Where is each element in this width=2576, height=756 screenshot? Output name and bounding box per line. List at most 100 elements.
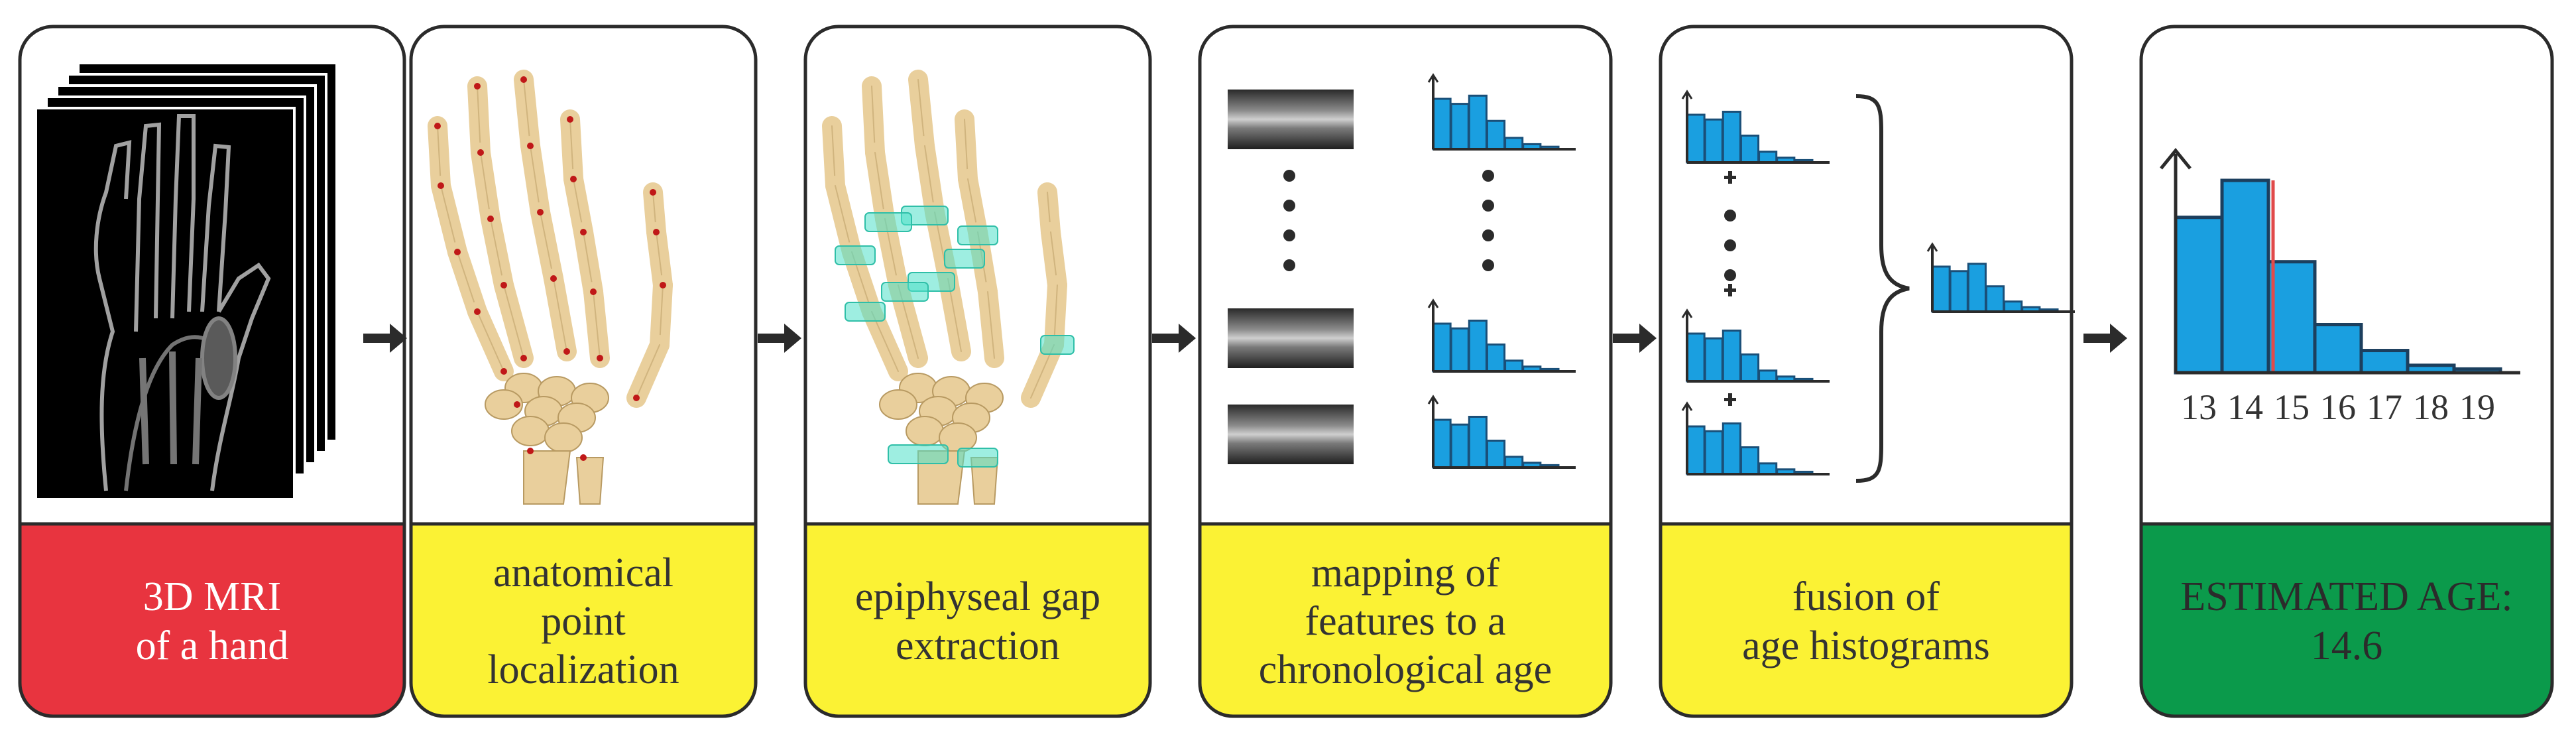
flow-arrows <box>363 324 2127 353</box>
gap-box <box>835 245 876 265</box>
label-fill-extraction <box>805 524 1150 716</box>
landmark-point <box>434 123 441 129</box>
landmark-point <box>633 395 640 401</box>
landmark-point <box>500 368 507 375</box>
landmark-point <box>570 176 577 182</box>
mini-histogram-icon <box>1427 298 1576 373</box>
mri-stack-image <box>34 62 338 501</box>
arrow-5 <box>2083 324 2127 353</box>
landmark-point <box>474 83 481 90</box>
histogram-bar-14 <box>2220 178 2270 375</box>
box-mapping <box>1198 25 1613 718</box>
step-extraction-line-2: extraction <box>896 623 1060 668</box>
step-mapping-line-3: chronological age <box>1258 647 1552 693</box>
gap-patch-2 <box>1228 308 1354 368</box>
plus-signs <box>1724 171 1736 406</box>
gap-box <box>881 282 929 302</box>
box-outlines <box>18 25 2554 718</box>
tick-label-18: 18 <box>2413 387 2449 427</box>
step-label-localization: anatomical point localization <box>411 527 756 716</box>
step-label-mri: 3D MRI of a hand <box>20 527 404 716</box>
step-mapping-line-1: mapping of <box>1311 550 1500 596</box>
hand-skeleton-landmarks-image <box>428 70 673 505</box>
landmark-point <box>537 209 544 216</box>
landmark-point <box>653 229 660 235</box>
landmark-point <box>550 275 557 282</box>
ellipsis-dots-right <box>1482 170 1494 271</box>
landmark-point <box>650 189 656 196</box>
landmark-point <box>454 249 461 255</box>
landmark-point <box>474 308 481 315</box>
landmark-point <box>590 288 597 295</box>
step-mapping-line-2: features to a <box>1305 598 1506 644</box>
tick-label-15: 15 <box>2274 387 2310 427</box>
landmark-point <box>514 401 520 408</box>
mini-histogram-icon <box>1681 308 1830 383</box>
label-fill-mapping <box>1200 524 1611 716</box>
tick-label-17: 17 <box>2367 387 2402 427</box>
landmark-point <box>520 355 527 361</box>
tick-label-19: 19 <box>2459 387 2495 427</box>
step-mri-line-1: 3D MRI <box>143 574 282 620</box>
step-result-line-1: ESTIMATED AGE: <box>2180 574 2513 620</box>
arrow-1 <box>363 324 407 353</box>
label-fill-mri <box>20 524 404 716</box>
step-label-result: ESTIMATED AGE: 14.6 <box>2141 527 2552 716</box>
tick-label-16: 16 <box>2320 387 2356 427</box>
gap-patch-1 <box>1228 90 1354 149</box>
hand-skeleton-gaps-image <box>822 70 1075 505</box>
mri-hand-icon <box>93 114 271 491</box>
landmark-point <box>563 348 570 355</box>
arrow-2 <box>758 324 801 353</box>
y-axis-arrow-icon <box>2160 148 2192 170</box>
mini-histogram-icon <box>1427 73 1576 151</box>
mini-histograms-mapping <box>1427 73 1576 469</box>
step-fusion-line-2: age histograms <box>1742 623 1990 668</box>
step-localization-line-3: localization <box>487 647 679 693</box>
histogram-bar-15 <box>2266 260 2317 375</box>
step-fusion-line-1: fusion of <box>1792 574 1940 620</box>
gap-box <box>957 225 998 245</box>
step-label-fusion: fusion of age histograms <box>1661 527 2072 716</box>
mini-histogram-icon <box>1926 242 2075 313</box>
step-extraction-line-1: epiphyseal gap <box>854 574 1101 620</box>
arrow-4 <box>1613 324 1657 353</box>
gap-box <box>888 444 949 464</box>
gap-box <box>864 212 912 232</box>
mini-histogram-icon <box>1427 395 1576 469</box>
landmark-point <box>580 454 587 461</box>
landmark-point <box>520 76 527 83</box>
box-localization <box>409 25 758 718</box>
ellipsis-dots-fusion <box>1724 210 1736 281</box>
mapping-illustration <box>1228 73 1576 469</box>
landmark-point <box>500 282 507 288</box>
fusion-illustration <box>1681 90 2075 483</box>
tick-label-13: 13 <box>2181 387 2217 427</box>
gap-box <box>957 448 998 468</box>
gap-patch-3 <box>1228 405 1354 464</box>
arrow-3 <box>1152 324 1196 353</box>
step-label-extraction: epiphyseal gap extraction <box>805 527 1150 716</box>
mini-histograms-fusion <box>1681 90 2075 475</box>
ellipsis-dots-left <box>1283 170 1295 271</box>
step-label-mapping: mapping of features to a chronological age <box>1200 527 1611 716</box>
label-fill-localization <box>411 524 756 716</box>
step-localization-line-1: anatomical <box>493 550 673 596</box>
gap-box <box>845 302 886 322</box>
landmark-point <box>660 282 666 288</box>
landmark-point <box>567 116 573 123</box>
box-mri <box>18 25 406 718</box>
box-fusion <box>1659 25 2074 718</box>
age-histogram-chart: 13 14 15 16 17 18 19 <box>2160 148 2520 427</box>
histogram-bar-13 <box>2174 216 2224 375</box>
gap-box <box>1040 335 1075 355</box>
label-fills <box>20 524 2552 716</box>
tick-label-14: 14 <box>2227 387 2263 427</box>
mini-histogram-icon <box>1681 401 1830 475</box>
landmark-point <box>580 229 587 235</box>
landmark-point <box>477 149 484 156</box>
landmark-point <box>527 143 534 149</box>
box-result <box>2139 25 2554 718</box>
landmark-point <box>597 355 603 361</box>
